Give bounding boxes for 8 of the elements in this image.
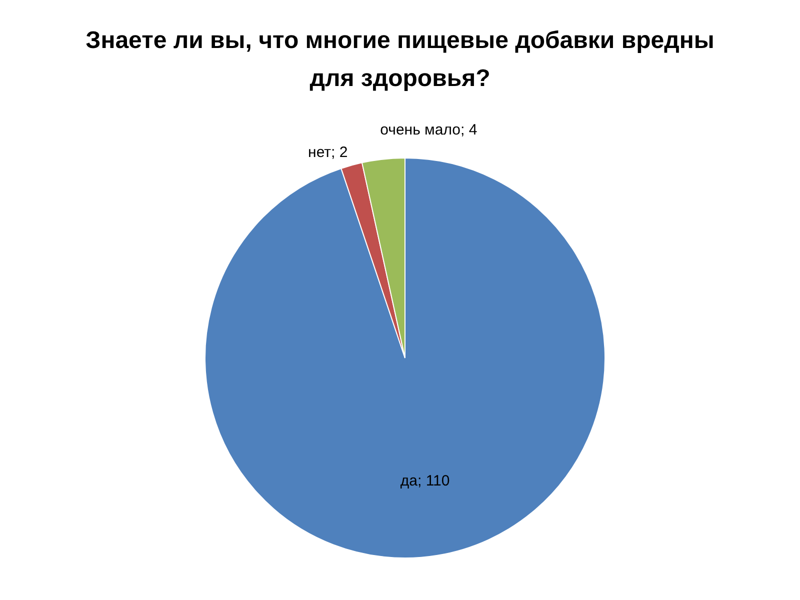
slice-label: очень мало: [380, 120, 460, 138]
data-label: ; 4: [460, 120, 478, 138]
slice-label: нет: [308, 143, 332, 160]
slice-label: да: [400, 472, 418, 489]
data-label: ; 110: [417, 472, 450, 489]
data-label: ; 2: [331, 143, 348, 160]
pie-slice: [204, 158, 606, 558]
chart-title: Знаете ли вы, что многие пищевые добавки вредны для здоровья?: [84, 26, 716, 94]
